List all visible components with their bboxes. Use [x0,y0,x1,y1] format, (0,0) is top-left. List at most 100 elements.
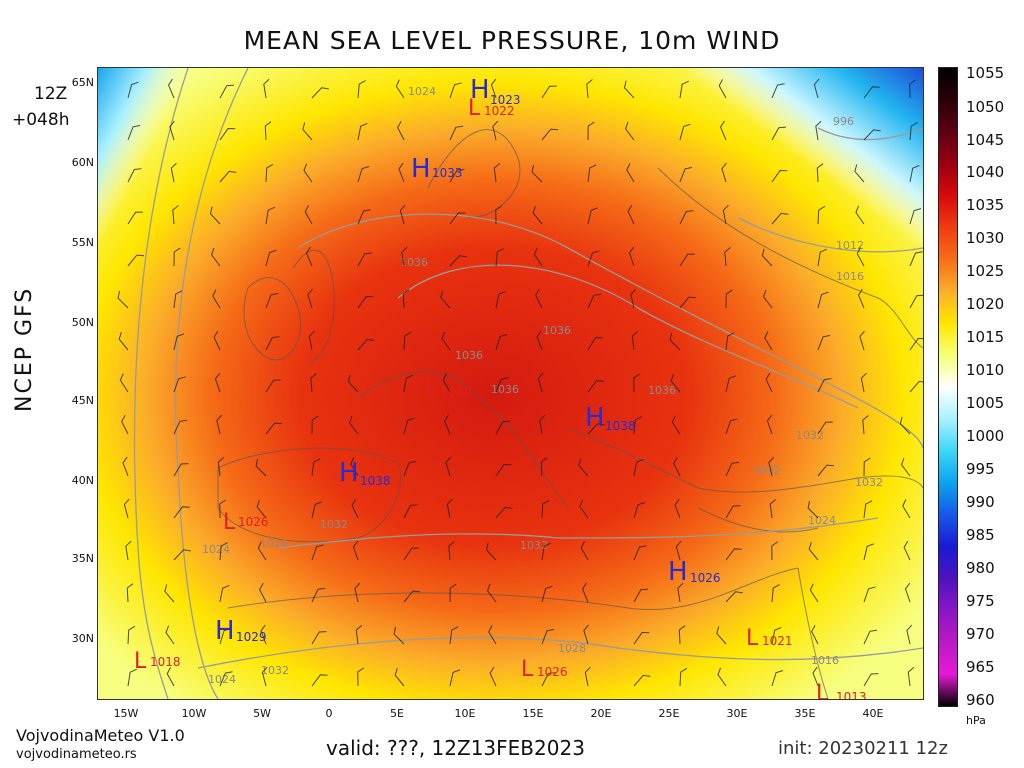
wind-barb [765,372,773,393]
wind-barb [719,120,727,141]
wind-barb [303,163,313,183]
wind-barb [213,330,221,351]
wind-barb [305,246,313,267]
wind-barb [402,289,410,309]
high-value: 1023 [490,93,521,107]
wind-barb [265,249,277,267]
colorbar-tick: 985 [966,526,995,544]
wind-barb [403,417,415,435]
wind-barb [304,205,313,225]
wind-barb [816,163,824,183]
lon-label: 10W [181,707,207,720]
wind-barb [673,456,681,477]
wind-barb [539,414,546,435]
wind-barb [633,632,650,645]
wind-barb [817,205,826,225]
wind-barb [902,499,911,519]
wind-barb [771,584,780,603]
wind-barb [863,86,880,99]
low-symbol: L [521,657,534,682]
wind-barb [307,288,313,309]
colorbar-tick: 1040 [966,163,1005,181]
wind-barb [633,674,651,687]
wind-barb [906,624,913,645]
lon-label: 0 [325,707,333,720]
isobar-label: 996 [833,115,854,128]
wind-barb [633,416,642,435]
wind-barb [671,415,681,435]
wind-barb [357,338,375,351]
wind-barb [311,631,327,645]
wind-barb [495,291,506,309]
wind-barb [587,121,595,141]
colorbar-tick: 1015 [966,328,1005,346]
wind-barb [449,626,459,645]
lon-label: 30E [726,707,748,720]
wind-barb [771,83,785,99]
wind-barb [127,81,139,99]
wind-barb [587,250,600,267]
wind-barb [587,164,597,183]
wind-barb [718,79,727,99]
wind-barb [401,246,408,267]
wind-barb [863,129,881,141]
high-symbol: H [339,458,359,488]
isobar-label: 1036 [400,256,428,269]
wind-barb [763,289,773,309]
high-value: 1026 [690,571,721,585]
colorbar-tick: 1025 [966,262,1005,280]
wind-barb [308,330,315,351]
wind-barb [536,330,543,351]
wind-barb [725,289,733,309]
wind-barb [532,206,543,225]
isobar-label: 1024 [202,543,230,556]
wind-barb [863,543,875,561]
lat-label: 55N [71,236,94,249]
wind-barb [399,204,406,225]
wind-barb [495,377,509,393]
wind-barb [809,583,819,603]
wind-barb [118,332,129,351]
wind-barb [541,85,557,99]
low-center: L 1026 [521,657,568,682]
colorbar-tick: 970 [966,625,995,643]
wind-barb [311,587,326,603]
wind-barb [127,254,145,267]
wind-barb [394,668,405,687]
wind-barb [907,667,915,687]
high-symbol: H [215,616,235,646]
wind-barb [216,414,223,435]
isobar-label: 1036 [491,383,519,396]
wind-barb [311,415,319,435]
wind-barb [395,79,405,99]
pressure-centers: H 1023 H 1033 H 1038 H 1038 H 1029 H 102… [134,75,867,706]
wind-barb [579,499,589,519]
wind-barb [165,625,175,645]
wind-barb [909,79,916,99]
wind-barb [771,670,784,687]
wind-barb [169,120,175,141]
colorbar-tick: 1035 [966,196,1005,214]
site-label: vojvodinameteo.rs [16,747,137,762]
wind-barb [813,78,820,99]
high-symbol: H [668,557,688,587]
colorbar-tick: 1020 [966,295,1005,313]
wind-barb [347,374,359,393]
wind-barb [628,246,635,267]
wind-barb [679,80,689,99]
wind-barb [127,668,137,687]
wind-barb [541,672,556,687]
wind-barb [403,547,419,561]
lon-label: 10E [454,707,476,720]
wind-barb [119,373,129,393]
wind-barb [725,591,743,603]
wind-barb [584,666,591,687]
wind-barb [449,669,461,687]
wind-barb [127,625,136,645]
wind-barb [854,164,865,183]
wind-barb [265,422,283,435]
wind-barb [311,501,323,519]
wind-barb [173,290,183,309]
wind-barb [717,667,727,687]
wind-barb [627,204,635,225]
